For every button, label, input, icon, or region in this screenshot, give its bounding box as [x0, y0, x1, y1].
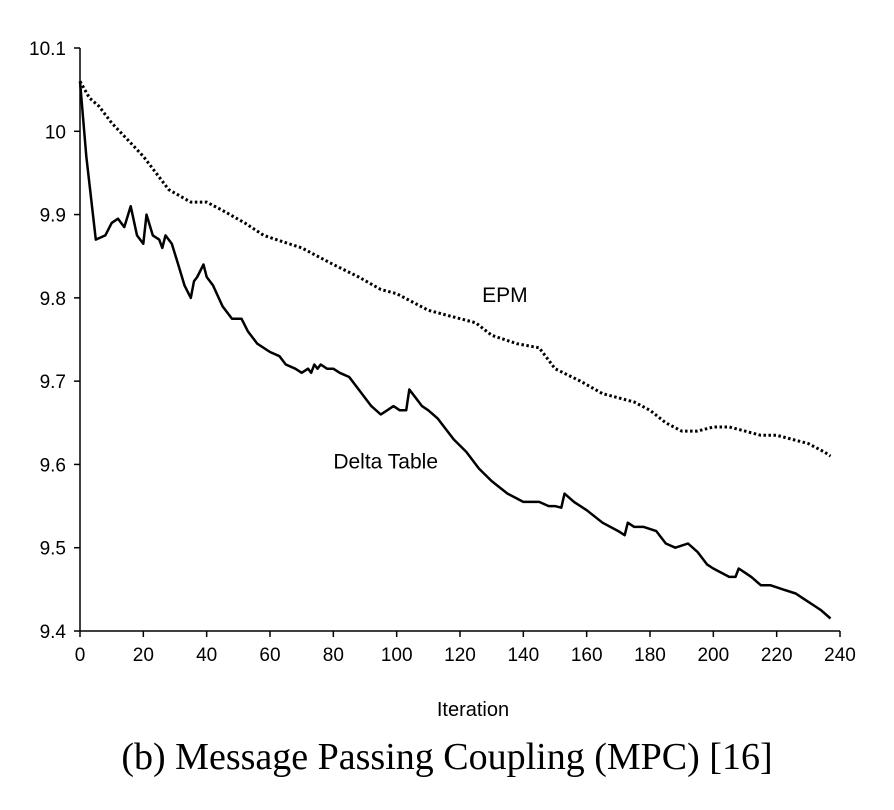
y-tick-label: 9.4: [40, 622, 67, 643]
x-tick-label: 140: [507, 645, 539, 666]
y-tick-label: 9.7: [40, 372, 66, 393]
x-tick-label: 40: [196, 645, 217, 666]
tick-labels: 10.1 10 9.9 9.8 9.7 9.6 9.5 9.4 0 20 40 60 80 100 120 1…: [29, 39, 856, 666]
x-tick-label: 240: [824, 645, 856, 666]
y-tick-label: 9.9: [40, 206, 66, 227]
y-tick-label: 9.8: [40, 289, 66, 310]
series-line-delta-table: [78, 81, 832, 620]
figure-caption: (b) Message Passing Coupling (MPC) [16]: [121, 736, 773, 778]
y-tick-label: 10: [45, 122, 66, 143]
axes: [79, 48, 840, 632]
series-label: EPM: [482, 284, 528, 307]
x-tick-label: 220: [761, 645, 793, 666]
x-tick-label: 80: [323, 645, 344, 666]
x-tick-label: 20: [133, 645, 154, 666]
x-tick-label: 120: [444, 645, 476, 666]
series-line-epm: [78, 80, 832, 458]
y-tick-label: 9.6: [40, 455, 66, 476]
x-tick-label: 0: [75, 645, 86, 666]
series-labels: EPM Delta Table: [333, 284, 527, 474]
y-tick-label: 10.1: [29, 39, 66, 60]
x-tick-label: 200: [697, 645, 729, 666]
series-label: Delta Table: [333, 451, 438, 474]
y-tick-label: 9.5: [40, 539, 66, 560]
line-chart: 10.1 10 9.9 9.8 9.7 9.6 9.5 9.4 0 20 40 60 80 100 120 1…: [29, 39, 856, 721]
x-tick-label: 160: [571, 645, 603, 666]
x-tick-label: 60: [259, 645, 280, 666]
x-tick-label: 180: [634, 645, 666, 666]
x-axis-title: Iteration: [437, 699, 509, 721]
series-layer: [78, 80, 832, 620]
x-tick-label: 100: [381, 645, 413, 666]
